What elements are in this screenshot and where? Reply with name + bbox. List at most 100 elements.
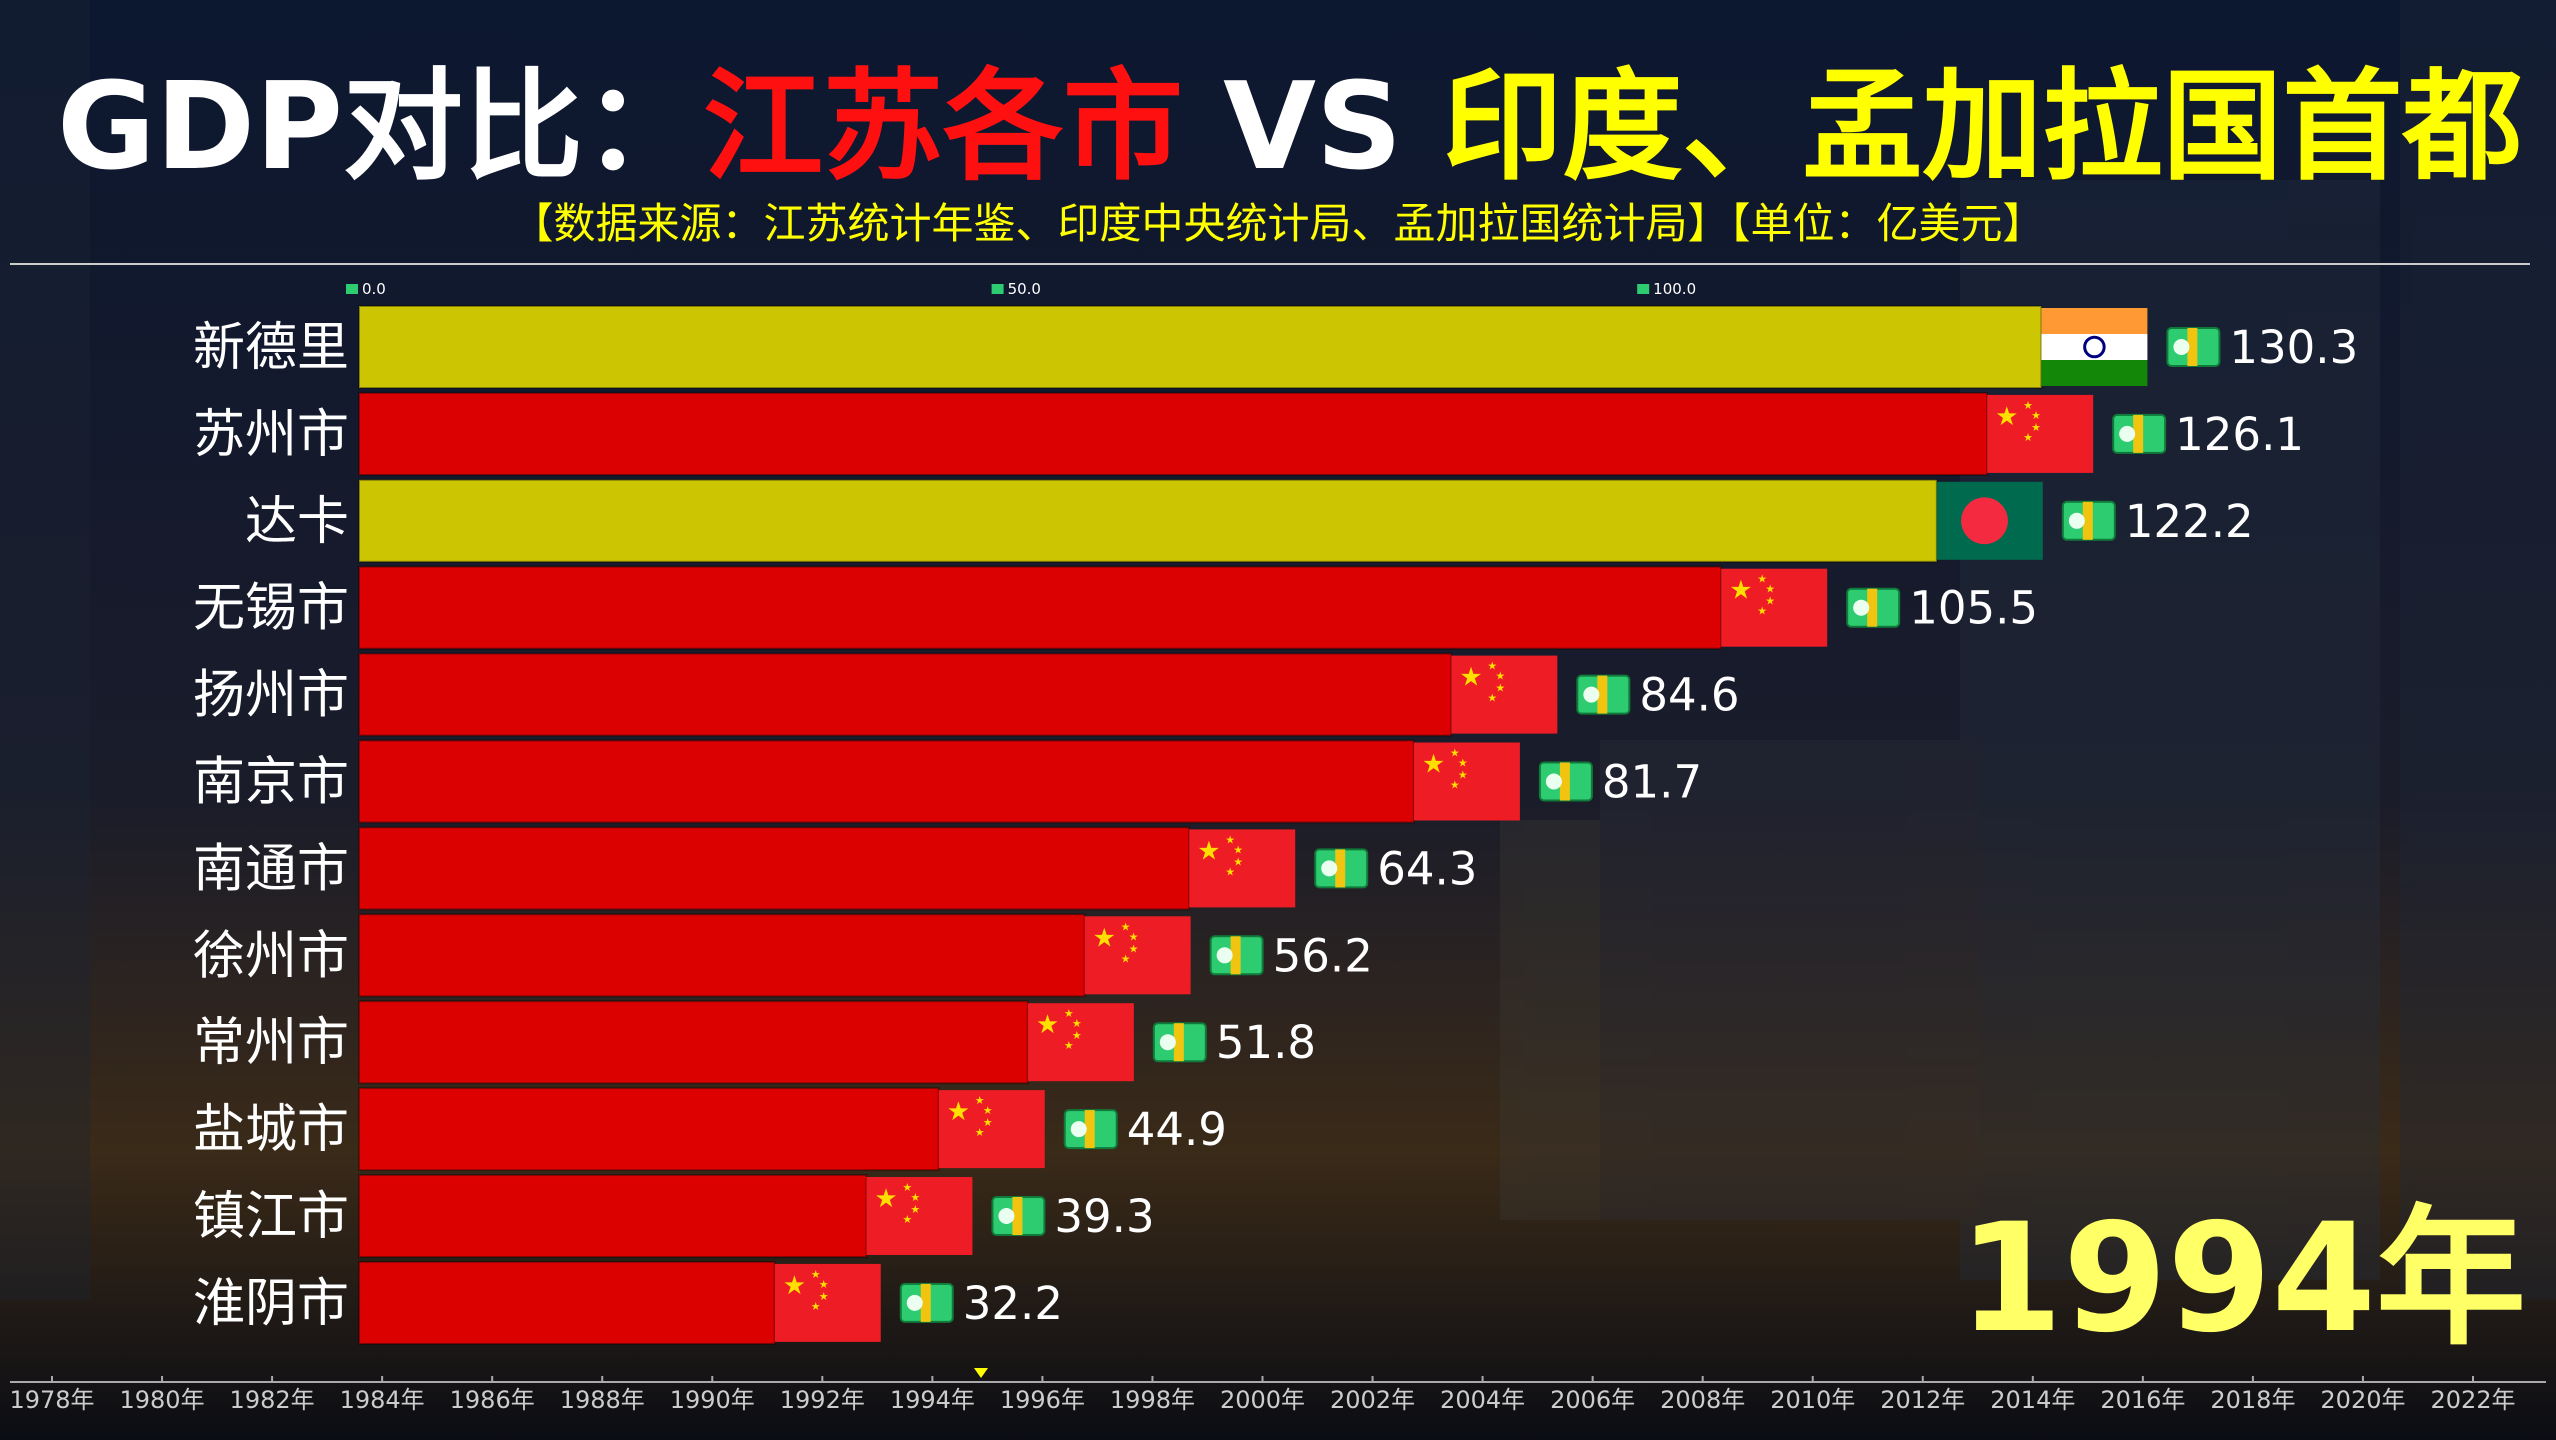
money-icon [2061, 500, 2116, 541]
timeline-label: 2004年 [1440, 1386, 1525, 1414]
value-label: 51.8 [1216, 1016, 1316, 1069]
flag: ★ ★★★★ [866, 1177, 973, 1255]
flag-star: ★ [783, 1271, 806, 1301]
bar [358, 1260, 776, 1345]
flag-star: ★ [1459, 663, 1482, 693]
money-band [2133, 414, 2144, 453]
flag: ★ ★★★★ [1451, 655, 1558, 734]
y-tick-label: 常州市 [193, 1013, 349, 1073]
flag-field [2041, 360, 2148, 386]
current-year: 1994年 [1959, 1192, 2526, 1366]
value-label: 105.5 [1909, 582, 2038, 635]
chart-title: GDP对比：江苏各市 VS 印度、孟加拉国首都 [57, 58, 2522, 197]
value-label: 32.2 [963, 1277, 1063, 1330]
y-tick-label: 新德里 [193, 318, 349, 378]
flag-field [1451, 655, 1558, 734]
flag-star: ★ [2031, 409, 2041, 422]
flag-star: ★ [983, 1104, 993, 1117]
bar [358, 391, 1989, 476]
bar [358, 1087, 940, 1172]
value-label: 130.3 [2229, 321, 2358, 374]
timeline-label: 2000年 [1220, 1386, 1305, 1414]
flag-star: ★ [1064, 1039, 1074, 1052]
flag: ★ ★★★★ [1084, 916, 1191, 995]
tick-mark [1637, 284, 1650, 294]
value-label: 122.2 [2125, 495, 2254, 548]
money-icon [2112, 413, 2167, 454]
timeline-label: 1990年 [670, 1386, 755, 1414]
money-coin [1159, 1034, 1176, 1051]
y-tick-label: 达卡 [245, 492, 349, 552]
title-part: 印度、孟加拉国首都 [1442, 58, 2522, 197]
money-icon [1209, 935, 1264, 976]
flag-star: ★ [975, 1126, 985, 1139]
flag-star: ★ [874, 1184, 897, 1214]
flag-star: ★ [1729, 576, 1752, 606]
value-label: 39.3 [1054, 1190, 1154, 1243]
flag-star: ★ [2023, 399, 2033, 412]
flag: ★ ★★★★ [1027, 1003, 1134, 1082]
flag-star: ★ [947, 1097, 970, 1127]
y-tick-label: 扬州市 [193, 666, 349, 726]
money-coin [1070, 1121, 1087, 1138]
flag-field [1413, 742, 1520, 821]
flag-star: ★ [1458, 757, 1468, 770]
flag-field [1189, 829, 1296, 908]
value-label: 126.1 [2175, 408, 2304, 461]
timeline-label: 1980年 [120, 1386, 205, 1414]
flag-star: ★ [1072, 1029, 1082, 1042]
flag-star: ★ [811, 1300, 821, 1313]
flag-star: ★ [1121, 952, 1131, 965]
flag-star: ★ [1233, 855, 1243, 868]
flag: ★ ★★★★ [1721, 568, 1828, 647]
flag-star: ★ [1225, 833, 1235, 846]
bar [358, 1174, 868, 1258]
bar [358, 1000, 1029, 1085]
flag-star: ★ [983, 1116, 993, 1129]
money-icon [1063, 1109, 1118, 1150]
money-coin [1583, 686, 1600, 703]
flag-wheel [2083, 335, 2106, 359]
money-coin [1321, 860, 1338, 877]
money-band [2082, 501, 2093, 540]
flag-field [1084, 916, 1191, 995]
flag-field [1987, 394, 2094, 473]
money-band [1173, 1023, 1184, 1062]
money-icon [1846, 587, 1901, 628]
flag-star: ★ [1129, 942, 1139, 955]
money-band [1230, 936, 1241, 975]
flag-field [774, 1263, 881, 1342]
flag-star: ★ [1487, 660, 1497, 673]
flag-star: ★ [1036, 1010, 1059, 1040]
timeline-pointer [974, 1368, 988, 1378]
flag-star: ★ [1487, 692, 1497, 705]
flag-field [1721, 568, 1828, 647]
flag-star: ★ [1197, 836, 1220, 866]
flag: ★ ★★★★ [774, 1263, 881, 1342]
timeline-label: 2010年 [1770, 1386, 1855, 1414]
flag-field [2041, 308, 2148, 334]
flag-star: ★ [1458, 769, 1468, 782]
flag [1936, 481, 2043, 560]
timeline-label: 1986年 [450, 1386, 535, 1414]
money-icon [2166, 327, 2221, 367]
bar [358, 478, 1938, 563]
bar [358, 565, 1723, 650]
timeline-label: 1984年 [340, 1386, 425, 1414]
timeline-label: 1992年 [780, 1386, 865, 1414]
flag-star: ★ [811, 1268, 821, 1281]
money-band [2187, 328, 2198, 366]
timeline-label: 1996年 [1000, 1386, 1085, 1414]
flag-star: ★ [1093, 923, 1116, 953]
value-label: 64.3 [1377, 842, 1477, 895]
flag-star: ★ [1129, 930, 1139, 943]
y-tick-label: 淮阴市 [193, 1274, 349, 1334]
title-part: 江苏各市 [703, 58, 1183, 197]
timeline-label: 2012年 [1880, 1386, 1965, 1414]
y-tick-label: 镇江市 [193, 1187, 349, 1247]
timeline-label: 2022年 [2430, 1386, 2515, 1414]
money-coin [906, 1294, 923, 1311]
flag: ★ ★★★★ [938, 1090, 1045, 1169]
tick-mark [991, 284, 1004, 294]
